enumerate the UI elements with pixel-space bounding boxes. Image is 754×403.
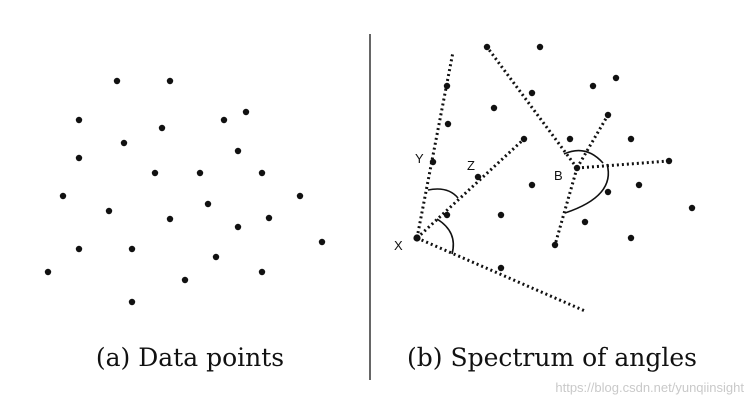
data-point — [75, 116, 83, 124]
label-b: B — [554, 168, 563, 183]
data-point — [258, 268, 266, 276]
data-point — [444, 120, 452, 128]
data-point — [212, 253, 220, 261]
angle-arc-b-upper — [563, 149, 604, 164]
point-b — [573, 164, 581, 172]
data-point — [75, 245, 83, 253]
data-point — [120, 139, 128, 147]
watermark-url: https://blog.csdn.net/yunqiinsight — [555, 380, 744, 395]
data-point — [242, 108, 250, 116]
data-point — [627, 234, 635, 242]
data-point — [483, 43, 491, 51]
data-point — [220, 116, 228, 124]
data-point — [166, 215, 174, 223]
data-point — [128, 245, 136, 253]
ray-b-upper-right — [575, 114, 610, 169]
data-point — [528, 89, 536, 97]
caption-data-points: (a) Data points — [96, 343, 284, 372]
data-point — [551, 241, 559, 249]
data-point — [566, 135, 574, 143]
point-x — [413, 234, 421, 242]
data-point — [443, 82, 451, 90]
data-point — [490, 104, 498, 112]
ray-b-upper-left — [485, 46, 579, 169]
panel-data-points — [44, 77, 326, 306]
data-point — [665, 157, 673, 165]
ray-x-to-y — [415, 51, 455, 239]
data-point — [635, 181, 643, 189]
caption-spectrum-of-angles: (b) Spectrum of angles — [407, 343, 697, 372]
panel-spectrum-of-angles: Y Z B X — [394, 43, 696, 313]
label-z: Z — [467, 158, 475, 173]
data-point — [44, 268, 52, 276]
data-point — [589, 82, 597, 90]
data-point — [234, 223, 242, 231]
data-point — [612, 74, 620, 82]
data-point — [151, 169, 159, 177]
ray-b-right — [576, 159, 670, 170]
data-point — [265, 214, 273, 222]
label-x: X — [394, 238, 403, 253]
data-point — [181, 276, 189, 284]
data-point — [627, 135, 635, 143]
data-point — [604, 111, 612, 119]
data-point — [528, 181, 536, 189]
data-point — [688, 204, 696, 212]
data-point — [497, 264, 505, 272]
label-y: Y — [415, 151, 424, 166]
data-point — [318, 238, 326, 246]
data-point — [196, 169, 204, 177]
ray-x-to-z — [415, 137, 526, 240]
ray-b-down — [553, 167, 579, 246]
data-point — [497, 211, 505, 219]
data-point — [204, 200, 212, 208]
data-point — [604, 188, 612, 196]
data-point — [258, 169, 266, 177]
data-point — [105, 207, 113, 215]
point-y — [429, 158, 437, 166]
data-point — [520, 135, 528, 143]
data-point — [59, 192, 67, 200]
data-point — [158, 124, 166, 132]
data-point — [234, 147, 242, 155]
angle-arc-x-upper — [427, 188, 459, 199]
data-point — [536, 43, 544, 51]
data-point — [113, 77, 121, 85]
ray-x-lower — [416, 236, 586, 313]
data-point — [581, 218, 589, 226]
data-point — [75, 154, 83, 162]
data-point — [128, 298, 136, 306]
angle-arc-x-lower — [436, 218, 455, 255]
point-z — [474, 173, 482, 181]
data-point — [443, 211, 451, 219]
angle-arc-b-right — [564, 163, 610, 214]
data-point — [166, 77, 174, 85]
data-point — [296, 192, 304, 200]
